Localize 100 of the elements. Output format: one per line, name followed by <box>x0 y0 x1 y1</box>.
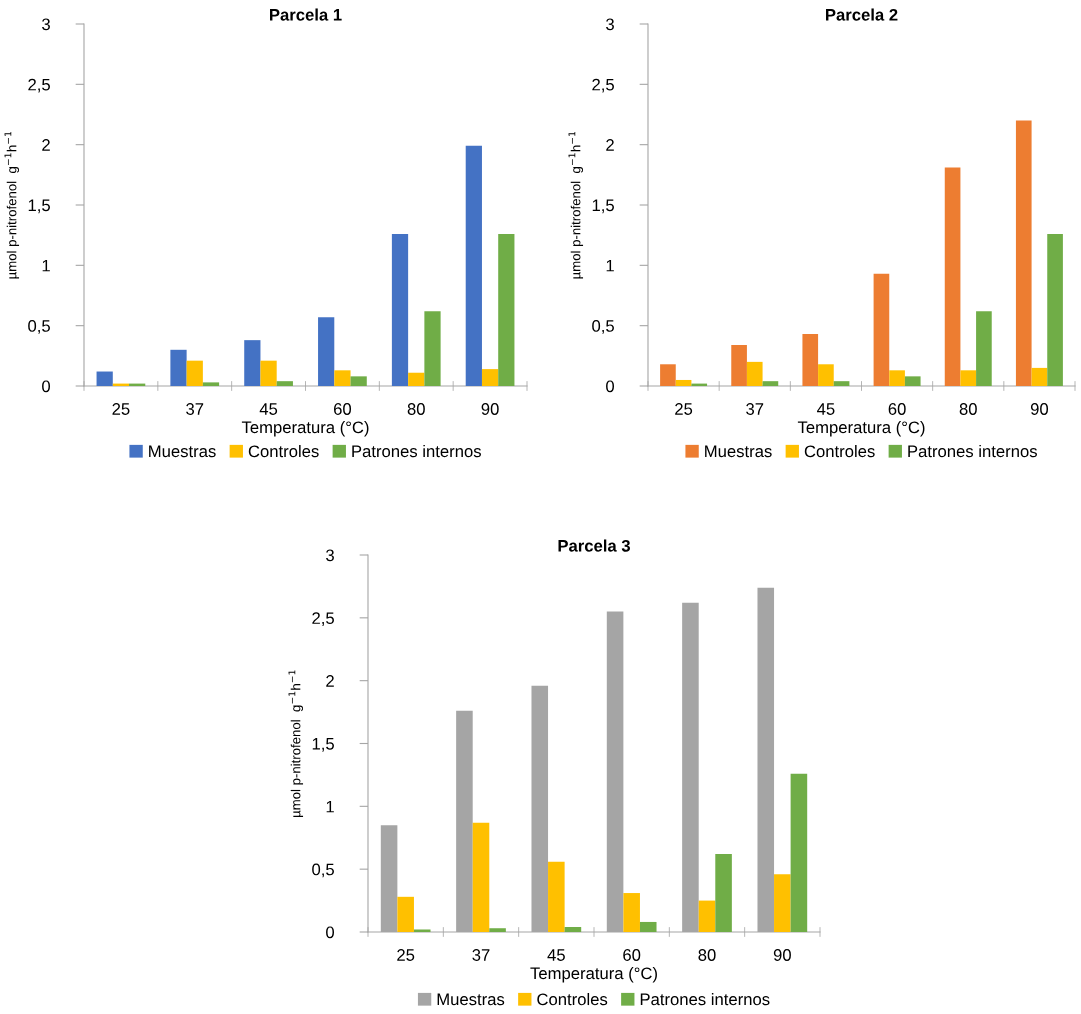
y-tick-label: 3 <box>606 18 614 31</box>
y-tick-label: 1 <box>42 259 50 272</box>
x-tick-label: 37 <box>746 403 764 415</box>
bar <box>818 364 834 386</box>
bar <box>489 928 506 932</box>
bar <box>548 861 565 932</box>
bar <box>623 893 640 932</box>
bar <box>391 233 409 386</box>
bar <box>413 929 431 932</box>
x-axis-title: Temperatura (°C) <box>530 966 657 983</box>
bar <box>976 311 992 386</box>
y-tick-label: 0,5 <box>28 320 50 334</box>
x-tick-label: 90 <box>481 403 499 415</box>
bar <box>746 361 763 386</box>
legend-label: Muestras <box>437 993 505 1006</box>
bar <box>334 370 351 386</box>
bar <box>318 317 335 386</box>
legend-label: Controles <box>804 444 875 458</box>
x-tick-label: 25 <box>397 949 415 961</box>
bar <box>731 344 747 386</box>
chart-title: Parcela 2 <box>826 8 898 21</box>
x-tick-label: 60 <box>333 403 352 415</box>
bar <box>465 145 482 386</box>
x-tick-label: 60 <box>888 403 906 415</box>
y-axis-title: µmol p-nitrofenol g$^{−1}$h$^{−1}$ <box>4 131 20 279</box>
y-tick-label: 1,5 <box>592 199 614 214</box>
y-tick-label: 3 <box>42 18 50 31</box>
y-tick-label: 1 <box>606 259 614 272</box>
bar <box>873 273 890 386</box>
bar <box>715 854 732 932</box>
legend-label: Muestras <box>149 445 216 458</box>
legend-label: Patrones internos <box>640 992 770 1006</box>
chart-title: Parcela 3 <box>558 539 630 552</box>
y-tick-label: 0 <box>42 380 51 393</box>
bar <box>276 381 293 386</box>
y-tick-label: 0,5 <box>312 863 334 878</box>
y-tick-label: 2,5 <box>28 78 50 93</box>
bar <box>481 369 499 386</box>
y-tick-label: 0,5 <box>592 320 614 334</box>
x-tick-label: 37 <box>186 403 204 415</box>
bar <box>564 926 582 932</box>
bar <box>260 360 277 386</box>
y-tick-label: 1 <box>326 800 334 813</box>
bar <box>639 921 657 932</box>
bar <box>472 822 490 932</box>
y-axis-title: µmol p-nitrofenol g$^{−1}$h$^{−1}$ <box>568 131 584 279</box>
bar <box>762 381 779 386</box>
x-tick-label: 80 <box>959 403 977 415</box>
x-tick-label: 37 <box>472 949 490 961</box>
legend-label: Muestras <box>705 445 772 458</box>
y-tick-label: 1,5 <box>28 199 50 214</box>
x-tick-label: 25 <box>112 403 130 415</box>
y-tick-label: 2,5 <box>592 78 614 93</box>
x-tick-label: 45 <box>259 403 278 415</box>
y-tick-label: 0 <box>326 926 335 939</box>
x-tick-label: 80 <box>698 949 716 961</box>
bar <box>889 370 905 386</box>
x-tick-label: 80 <box>407 403 425 415</box>
bar <box>202 382 220 386</box>
legend-label: Patrones internos <box>352 444 481 458</box>
bar <box>408 372 425 386</box>
x-tick-label: 90 <box>1030 403 1049 415</box>
legend-label: Patrones internos <box>908 444 1037 458</box>
y-tick-label: 2 <box>606 139 614 151</box>
x-tick-label: 45 <box>817 403 835 415</box>
y-tick-label: 3 <box>326 549 334 562</box>
y-tick-label: 2 <box>42 139 50 151</box>
bar <box>774 874 791 932</box>
bar <box>1015 120 1032 386</box>
legend-label: Controles <box>537 992 608 1006</box>
x-axis-title: Temperatura (°C) <box>241 420 369 437</box>
bar <box>1031 367 1048 386</box>
bar <box>170 349 187 386</box>
x-axis-title: Temperatura (°C) <box>797 420 925 437</box>
bar <box>424 311 441 386</box>
bar <box>350 376 367 386</box>
y-tick-label: 2 <box>326 675 334 687</box>
y-tick-label: 2,5 <box>312 612 334 627</box>
x-tick-label: 45 <box>547 949 565 961</box>
bar <box>675 379 692 386</box>
bar <box>1047 233 1063 386</box>
chart-title: Parcela 1 <box>270 8 342 21</box>
bar <box>186 360 203 386</box>
bar <box>244 340 261 386</box>
bar <box>660 364 676 386</box>
bar <box>944 167 961 386</box>
legend-label: Controles <box>248 444 319 458</box>
bar <box>833 381 850 386</box>
bar <box>960 370 977 386</box>
bar <box>96 371 113 386</box>
y-axis-title: µmol p-nitrofenol g$^{−1}$h$^{−1}$ <box>288 670 304 818</box>
bar <box>904 376 921 386</box>
bar <box>790 773 808 932</box>
bar <box>802 334 819 386</box>
x-tick-label: 25 <box>675 403 693 415</box>
y-tick-label: 0 <box>606 380 615 393</box>
bar <box>698 900 716 932</box>
x-tick-label: 90 <box>773 949 791 961</box>
x-tick-label: 60 <box>623 949 641 961</box>
bar <box>397 896 414 932</box>
